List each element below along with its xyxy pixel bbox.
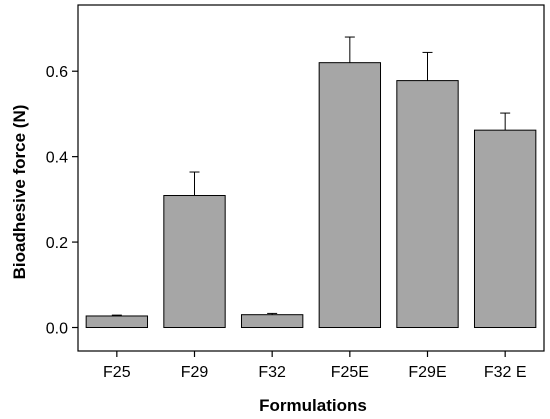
y-axis-ticks: 0.0 0.2 0.4 0.6 [46,64,78,338]
x-tick-label: F25E [331,364,369,381]
y-tick-label: 0.6 [46,64,68,81]
bar-f29e [396,80,459,329]
bars [85,62,537,329]
y-axis-title: Bioadhesive force (N) [10,105,29,280]
bar-f25 [85,315,149,329]
x-tick-label: F32 [258,364,286,381]
y-tick-label: 0.0 [46,321,68,338]
x-tick-label: F29 [181,364,209,381]
bar-f32e [473,129,537,329]
bar-f25e [318,62,382,329]
x-tick-label: F32 E [484,364,527,381]
error-bars [111,36,511,316]
x-tick-label: F29E [408,364,446,381]
y-tick-label: 0.4 [46,150,68,167]
bar-f32 [240,314,304,329]
y-tick-label: 0.2 [46,235,68,252]
x-axis-ticks: F25 F29 F32 F25E F29E F32 E [103,351,527,381]
x-axis-title: Formulations [259,396,367,415]
x-tick-label: F25 [103,364,131,381]
plot-frame [77,4,545,352]
plot-border [77,4,545,352]
bar-f29 [163,195,226,329]
